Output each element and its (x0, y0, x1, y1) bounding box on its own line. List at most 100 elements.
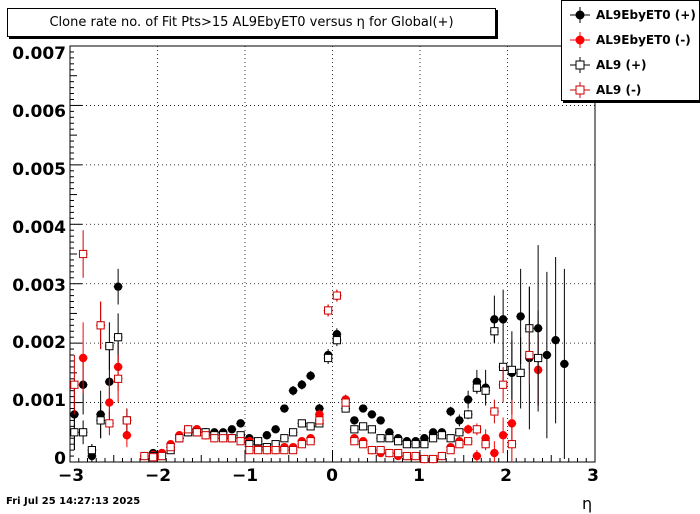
data-point (463, 425, 473, 434)
y-tick-label: 0.007 (12, 44, 66, 64)
data-point (507, 419, 517, 428)
data-point (297, 440, 306, 449)
data-point (140, 451, 149, 461)
legend-label: AL9EbyET0 (-) (596, 33, 691, 47)
data-point (402, 440, 411, 449)
data-point (376, 446, 385, 455)
data-point (455, 428, 464, 437)
data-point (332, 291, 341, 300)
data-point (122, 431, 132, 440)
y-tick-label: 0.005 (12, 160, 66, 180)
data-point (472, 383, 481, 392)
legend-label: AL9 (+) (596, 58, 647, 72)
x-tick-label: −1 (231, 466, 259, 486)
data-point (455, 416, 464, 425)
data-point (516, 368, 525, 377)
data-point (499, 380, 508, 389)
data-point (87, 446, 96, 455)
legend-entry-al9ebyet0-plus: AL9EbyET0 (+) (562, 3, 699, 27)
data-point (254, 446, 263, 455)
data-point (236, 437, 245, 446)
data-point (149, 453, 158, 462)
data-point (201, 431, 210, 440)
data-point (420, 440, 429, 449)
data-point (481, 386, 490, 395)
legend-label: AL9 (-) (596, 83, 642, 97)
data-point (463, 395, 473, 404)
data-point (271, 425, 280, 434)
data-point (280, 404, 289, 413)
data-point (289, 446, 298, 455)
data-point (560, 359, 569, 369)
data-point (472, 425, 481, 434)
data-point (385, 448, 394, 458)
data-point (367, 425, 376, 434)
data-point (70, 428, 79, 437)
data-point (359, 422, 368, 431)
data-point (358, 404, 368, 413)
data-point (350, 425, 359, 434)
data-point (122, 416, 131, 425)
y-tick-label: 0.003 (12, 276, 66, 296)
y-tick-label: 0.004 (12, 218, 66, 238)
data-point (446, 407, 455, 416)
data-point (105, 419, 114, 428)
data-point (210, 434, 219, 443)
data-point (429, 434, 438, 443)
data-point (402, 451, 411, 461)
data-point (79, 249, 88, 259)
data-point (324, 306, 333, 315)
data-point (96, 416, 105, 425)
data-point (297, 380, 307, 389)
data-point (332, 336, 341, 345)
legend-marker-filled-red (570, 32, 590, 48)
data-point (507, 365, 516, 374)
timestamp: Fri Jul 25 14:27:13 2025 (6, 496, 141, 507)
x-tick-label: −3 (57, 466, 85, 486)
data-point (367, 410, 377, 419)
data-point (490, 448, 499, 458)
y-tick-label: 0.006 (12, 102, 66, 122)
data-point (350, 416, 359, 425)
data-point (289, 428, 298, 437)
data-point (411, 451, 420, 461)
data-point (288, 386, 298, 395)
legend-marker-open-black (570, 57, 590, 73)
data-point (490, 315, 499, 324)
data-point (219, 434, 228, 443)
data-point (184, 425, 193, 434)
data-point (472, 451, 482, 461)
data-point (446, 446, 455, 455)
data-point (306, 422, 315, 431)
data-point (175, 434, 184, 443)
legend-marker-open-red (570, 82, 590, 98)
legend-marker-filled-black (570, 7, 590, 23)
legend-entry-al9ebyet0-minus: AL9EbyET0 (-) (562, 28, 699, 52)
data-point (271, 446, 280, 455)
data-point (525, 350, 534, 360)
data-point (70, 380, 79, 389)
data-point (280, 434, 289, 443)
x-axis-label: η (582, 494, 593, 513)
data-point (437, 451, 446, 461)
data-point (516, 312, 525, 321)
data-point (534, 353, 543, 363)
legend: AL9EbyET0 (+) AL9EbyET0 (-) AL9 (+) AL9 … (561, 0, 700, 101)
data-point (420, 454, 429, 464)
data-point (262, 431, 272, 440)
data-point (324, 353, 333, 363)
x-tick-label: 3 (587, 466, 599, 486)
data-point (280, 446, 289, 455)
data-point (157, 451, 166, 461)
data-point (236, 419, 245, 428)
data-point (498, 431, 508, 440)
y-tick-label: 0.001 (12, 391, 66, 411)
data-point (490, 327, 499, 336)
x-tick-label: 0 (326, 466, 338, 486)
data-point (297, 419, 306, 428)
x-tick-label: −2 (144, 466, 172, 486)
chart-title: Clone rate no. of Fit Pts>15 AL9EbyET0 v… (7, 8, 496, 37)
data-point (341, 398, 350, 407)
data-point (254, 437, 263, 446)
